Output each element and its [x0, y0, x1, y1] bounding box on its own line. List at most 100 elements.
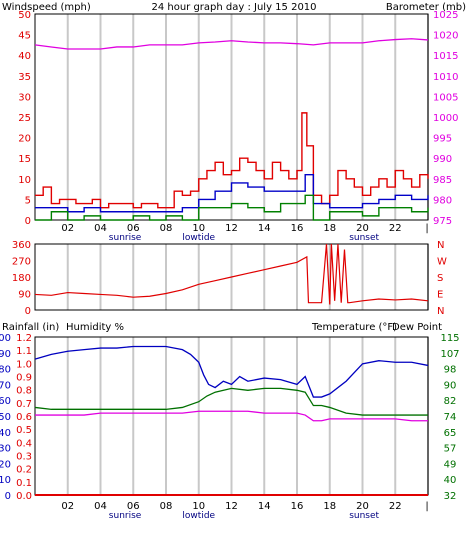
- direction-tick: 270: [12, 257, 31, 268]
- barometer-tick: 975: [433, 216, 452, 227]
- humidity-panel-x-tick: 08: [160, 501, 173, 512]
- dewpoint-axis-label: Dew Point: [392, 322, 442, 333]
- humidity-tick: 10: [0, 475, 11, 486]
- windspeed-tick: 0: [25, 216, 31, 227]
- humidity-panel-event-sunset: sunset: [349, 511, 379, 521]
- temperature-tick: 49: [444, 459, 457, 470]
- direction-tick: 90: [18, 290, 31, 301]
- rainfall-tick: 0.7: [16, 399, 32, 410]
- wind-panel-event-lowtide: lowtide: [182, 233, 215, 243]
- humidity-panel-x-tick: 04: [94, 501, 107, 512]
- graph-title: 24 hour graph day : July 15 2010: [151, 2, 316, 13]
- humidity-panel-x-tick: 12: [225, 501, 238, 512]
- windspeed-tick: 15: [18, 154, 31, 165]
- windspeed-tick: 50: [18, 10, 31, 21]
- series-direction: [34, 243, 429, 305]
- windspeed-tick: 30: [18, 92, 31, 103]
- barometer-tick: 1005: [433, 92, 458, 103]
- wind-panel-x-tick: 20: [356, 223, 369, 234]
- barometer-tick: 1015: [433, 51, 458, 62]
- rainfall-tick: 0.2: [16, 465, 32, 476]
- compass-tick: E: [437, 290, 443, 301]
- wind-panel-event-sunrise: sunrise: [109, 233, 142, 243]
- humidity-tick: 50: [0, 412, 11, 423]
- barometer-tick: 1010: [433, 72, 458, 83]
- wind-panel-x-tick: 18: [323, 223, 336, 234]
- humidity-panel-x-tick: 18: [323, 501, 336, 512]
- barometer-tick: 995: [433, 134, 452, 145]
- humidity-tick: 100: [0, 333, 11, 344]
- barometer-tick: 1000: [433, 113, 458, 124]
- wind-panel-x-tick: 22: [389, 223, 402, 234]
- humidity-tick: 80: [0, 365, 11, 376]
- rainfall-tick: 0.4: [16, 438, 32, 449]
- humidity-panel-x-tick: 06: [127, 501, 140, 512]
- series-wind_avg: [35, 173, 429, 213]
- temperature-tick: 90: [444, 380, 457, 391]
- temperature-axis-label: Temperature (°F): [311, 322, 397, 333]
- wind-panel-x-tick: 06: [127, 223, 140, 234]
- temperature-tick: 40: [444, 475, 457, 486]
- temperature-tick: 65: [444, 428, 457, 439]
- series-humidity: [34, 345, 429, 398]
- rainfall-tick: 0.1: [16, 478, 32, 489]
- humidity-tick: 70: [0, 380, 11, 391]
- barometer-tick: 980: [433, 195, 452, 206]
- temperature-tick: 57: [444, 444, 457, 455]
- compass-tick: N: [437, 306, 444, 317]
- wind-panel-x-tick: 04: [94, 223, 107, 234]
- series-dewpoint: [35, 410, 428, 422]
- humidity-tick: 60: [0, 396, 11, 407]
- rainfall-tick: 1.0: [16, 359, 32, 370]
- rainfall-tick: 0.0: [16, 491, 32, 502]
- wind-panel-frame: [34, 13, 429, 221]
- compass-tick: W: [437, 257, 447, 268]
- humidity-panel-event-sunrise: sunrise: [109, 511, 142, 521]
- rainfall-tick: 0.9: [16, 373, 32, 384]
- barometer-axis-label: Barometer (mb): [386, 2, 466, 13]
- wind-panel-x-tick: 14: [258, 223, 271, 234]
- rainfall-tick: 0.6: [16, 412, 32, 423]
- wind-panel-x-tick: |: [425, 223, 428, 234]
- wind-panel-x-tick: 10: [192, 223, 205, 234]
- wind-panel-x-tick: 08: [160, 223, 173, 234]
- humidity-tick: 40: [0, 428, 11, 439]
- windspeed-tick: 20: [18, 134, 31, 145]
- rainfall-axis-label: Rainfall (in): [2, 322, 59, 333]
- direction-tick: 0: [25, 306, 31, 317]
- wind-panel-x-tick: 12: [225, 223, 238, 234]
- humidity-panel-event-lowtide: lowtide: [182, 511, 215, 521]
- direction-tick: 360: [12, 240, 31, 251]
- rainfall-tick: 1.1: [16, 346, 32, 357]
- temperature-tick: 115: [440, 333, 459, 344]
- humidity-panel-x-tick: |: [425, 501, 428, 512]
- windspeed-axis-label: Windspeed (mph): [2, 2, 91, 13]
- temperature-tick: 74: [444, 412, 457, 423]
- humidity-panel-x-tick: 22: [389, 501, 402, 512]
- compass-tick: N: [437, 240, 444, 251]
- series-temperature: [34, 387, 428, 416]
- windspeed-tick: 40: [18, 51, 31, 62]
- humidity-panel-x-tick: 20: [356, 501, 369, 512]
- wind-panel-event-sunset: sunset: [349, 233, 379, 243]
- barometer-tick: 990: [433, 154, 452, 165]
- temperature-tick: 82: [444, 396, 457, 407]
- windspeed-tick: 35: [18, 72, 31, 83]
- series-wind_gust: [35, 112, 429, 209]
- temperature-tick: 32: [444, 491, 457, 502]
- humidity-panel-x-tick: 16: [291, 501, 304, 512]
- rainfall-tick: 1.2: [16, 333, 32, 344]
- humidity-panel-x-tick: 10: [192, 501, 205, 512]
- barometer-tick: 1025: [433, 10, 458, 21]
- windspeed-tick: 25: [18, 113, 31, 124]
- direction-tick: 180: [12, 273, 31, 284]
- windspeed-tick: 10: [18, 175, 31, 186]
- temperature-tick: 107: [440, 349, 459, 360]
- wind-panel-x-tick: 02: [61, 223, 74, 234]
- humidity-tick: 20: [0, 459, 11, 470]
- wind-panel-x-tick: 16: [291, 223, 304, 234]
- humidity-panel-x-tick: 14: [258, 501, 271, 512]
- humidity-tick: 0: [5, 491, 11, 502]
- windspeed-tick: 5: [25, 195, 31, 206]
